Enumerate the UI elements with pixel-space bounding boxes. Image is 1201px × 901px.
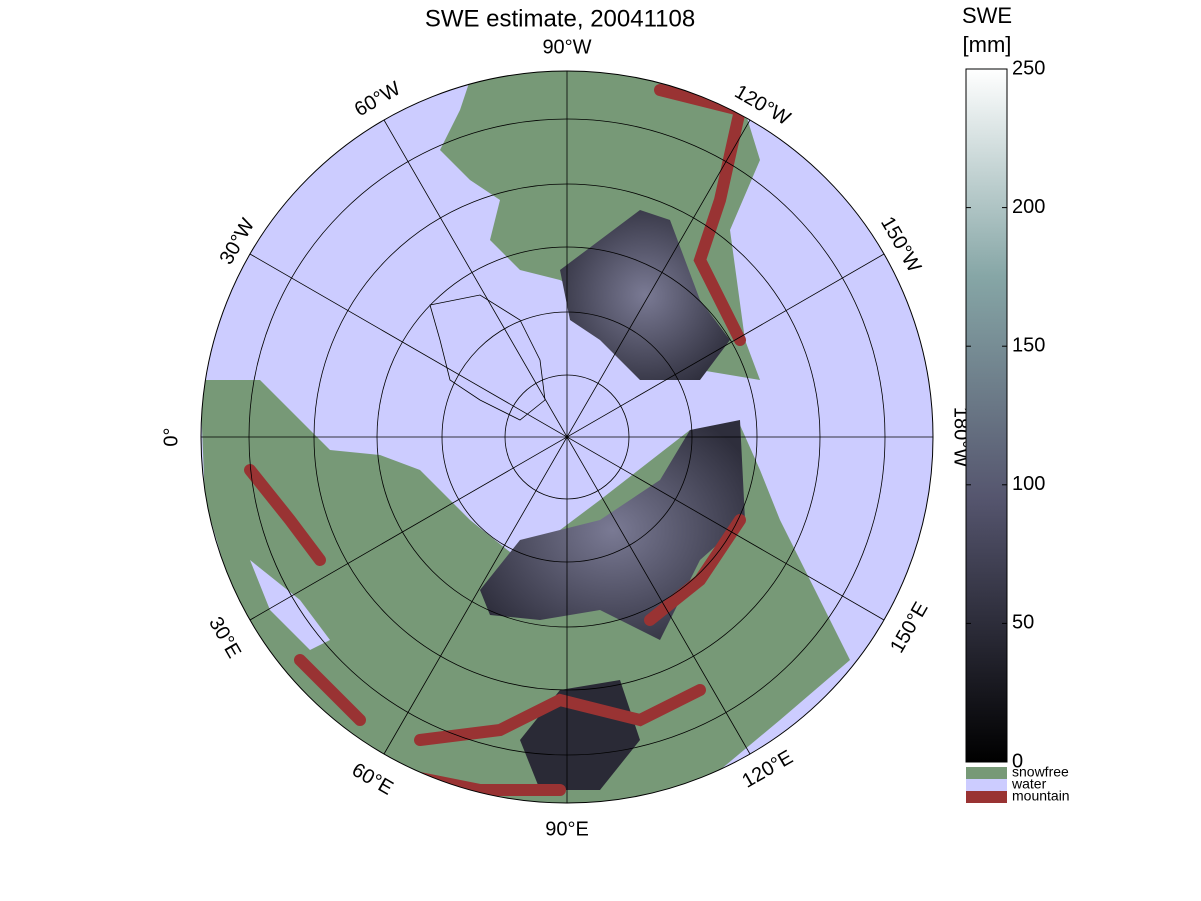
- rockies: [654, 84, 748, 346]
- map-title: SWE estimate, 20041108: [425, 5, 695, 32]
- legend-swatch: [966, 779, 1007, 791]
- central-asia: [414, 684, 706, 746]
- map-disc: [201, 71, 933, 803]
- legend-swatch: [966, 767, 1007, 779]
- colorbar-title: [mm]: [963, 32, 1012, 57]
- legend-swatch: [966, 791, 1007, 803]
- lon-label: 0°: [160, 427, 182, 446]
- lon-label: 90°E: [545, 818, 589, 840]
- europe-highlands: [244, 464, 326, 566]
- legend-label: snowfree: [1012, 764, 1069, 780]
- legend-label: water: [1011, 776, 1047, 792]
- colorbar-tick-label: 50: [1012, 612, 1034, 634]
- inland-water: [250, 560, 330, 650]
- lon-label: 90°W: [542, 36, 591, 58]
- graticule: [201, 71, 933, 803]
- colorbar-title: SWE: [962, 3, 1012, 28]
- lon-label: 30°E: [204, 613, 245, 662]
- colorbar-tick-label: 200: [1012, 196, 1045, 218]
- lon-label: 60°E: [348, 759, 397, 800]
- colorbar: [965, 68, 1008, 763]
- colorbar-tick-label: 0: [1012, 750, 1023, 772]
- colorbar-tick-label: 150: [1012, 334, 1045, 356]
- colorbar-tick-label: 250: [1012, 57, 1045, 79]
- greenland: [429, 294, 546, 421]
- caucasus: [294, 654, 366, 726]
- snow-siberia: [480, 420, 745, 640]
- map-frame: [200, 70, 934, 804]
- legend-label: mountain: [1012, 788, 1070, 804]
- lon-label: 150°E: [886, 598, 932, 656]
- snow-canada: [560, 210, 730, 380]
- colorbar-tick-label: 100: [1012, 473, 1045, 495]
